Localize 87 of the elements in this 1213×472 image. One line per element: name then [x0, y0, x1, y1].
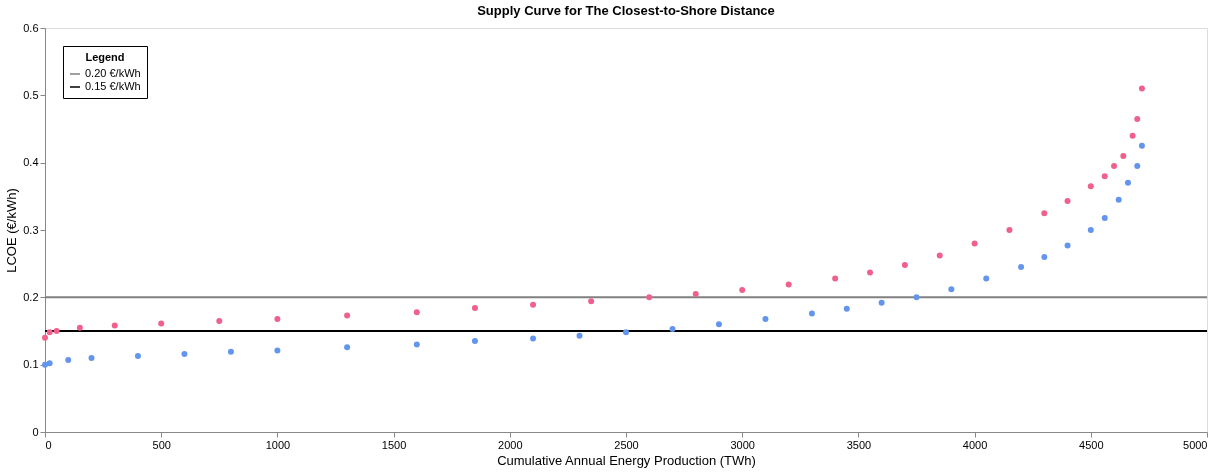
x-tick-label: 500 [152, 438, 171, 451]
legend-label: 0.20 €/kWh [85, 67, 141, 79]
x-tick-label: 2000 [498, 438, 523, 451]
point [1101, 173, 1108, 180]
y-tick-label: 0.6 [23, 21, 39, 34]
point [274, 347, 281, 354]
x-tick-label: 3000 [730, 438, 755, 451]
point [46, 329, 53, 336]
point [65, 356, 72, 363]
chart-title: Supply Curve for The Closest-to-Shore Distance [477, 3, 775, 18]
point [983, 275, 990, 282]
y-tick-label: 0.2 [23, 290, 39, 303]
point [1129, 132, 1136, 139]
point [913, 294, 920, 301]
point [1120, 152, 1127, 159]
x-tick-label: 1500 [381, 438, 407, 451]
x-axis-title: Cumulative Annual Energy Production (TWh) [497, 452, 756, 468]
point [971, 240, 978, 247]
x-tick-label: 4500 [1079, 438, 1104, 451]
point [1064, 198, 1071, 205]
point [936, 252, 943, 259]
point [413, 341, 420, 348]
point [274, 315, 281, 322]
point [1111, 163, 1118, 170]
point [471, 305, 478, 312]
point [88, 354, 95, 361]
x-tick-label: 4000 [962, 438, 988, 451]
point [1041, 210, 1048, 217]
point [867, 269, 874, 276]
y-tick-label: 0.4 [23, 156, 39, 169]
point [1064, 242, 1071, 249]
point [181, 350, 188, 357]
point [1041, 253, 1048, 260]
y-tick-label: 0.1 [23, 358, 39, 371]
point [1134, 115, 1141, 122]
point [227, 348, 234, 355]
point [134, 352, 141, 359]
point [344, 312, 351, 319]
point [588, 298, 595, 305]
point [843, 305, 850, 312]
point [1115, 196, 1122, 203]
y-tick-label: 0 [32, 425, 39, 438]
point [785, 281, 792, 288]
point [46, 360, 53, 367]
y-axis-title: LCOE (€/kWh) [4, 188, 20, 273]
point [715, 321, 722, 328]
point [832, 275, 839, 282]
x-tick-label: 5000 [1183, 438, 1208, 451]
x-tick-label: 1000 [265, 438, 291, 451]
x-tick-label: 2500 [614, 438, 639, 451]
y-tick-label: 0.3 [23, 223, 39, 236]
point [413, 309, 420, 316]
point [948, 286, 955, 293]
point [739, 286, 746, 293]
point [669, 325, 676, 332]
point [1087, 183, 1094, 190]
legend-title: Legend [85, 51, 125, 63]
point [1124, 179, 1131, 186]
x-tick-label: 0 [45, 438, 52, 451]
point [344, 344, 351, 351]
point [471, 338, 478, 345]
point [1018, 264, 1025, 271]
point [762, 315, 769, 322]
x-tick-label: 3500 [846, 438, 872, 451]
point [1006, 227, 1013, 233]
point [530, 335, 537, 342]
point [158, 320, 165, 327]
point [530, 301, 537, 308]
point [692, 290, 699, 297]
point [216, 317, 223, 324]
point [576, 332, 583, 339]
point [808, 310, 815, 317]
y-tick-label: 0.5 [23, 88, 39, 101]
point [42, 334, 48, 341]
point [1134, 163, 1141, 170]
point [53, 328, 60, 334]
point [901, 262, 908, 269]
point [76, 324, 83, 331]
legend-label: 0.15 €/kWh [85, 80, 141, 92]
point [1101, 214, 1108, 221]
point [1087, 227, 1094, 233]
point [623, 329, 629, 336]
point [646, 294, 653, 301]
point [111, 322, 118, 329]
point [878, 299, 885, 306]
point [1138, 85, 1145, 92]
point [1138, 142, 1145, 149]
